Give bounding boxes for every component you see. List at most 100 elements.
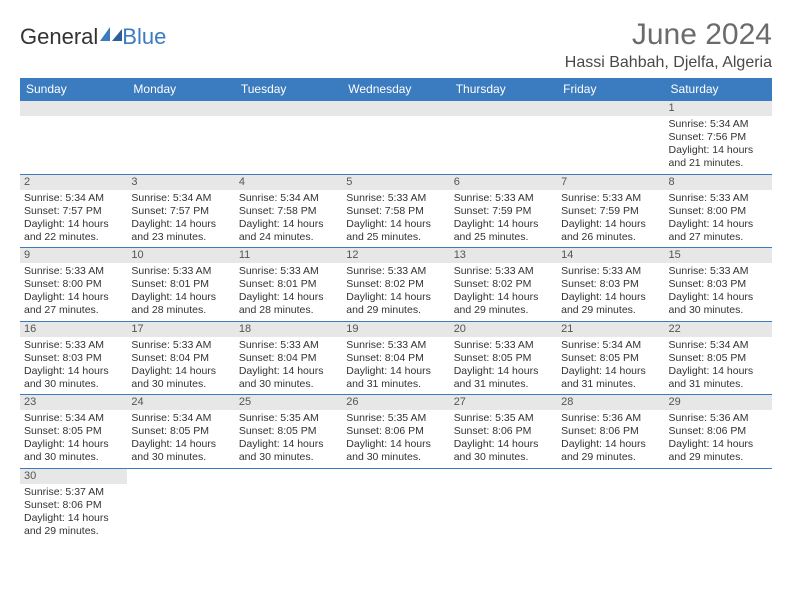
day-number: 13 <box>450 248 557 263</box>
calendar-cell <box>450 101 557 174</box>
sunset-text: Sunset: 8:04 PM <box>131 352 230 365</box>
day-number <box>342 101 449 116</box>
calendar-cell <box>235 101 342 174</box>
daylight1-text: Daylight: 14 hours <box>131 291 230 304</box>
daylight1-text: Daylight: 14 hours <box>131 438 230 451</box>
sunset-text: Sunset: 8:00 PM <box>669 205 768 218</box>
cell-body: Sunrise: 5:34 AMSunset: 8:05 PMDaylight:… <box>557 337 664 395</box>
daylight1-text: Daylight: 14 hours <box>239 291 338 304</box>
daylight2-text: and 30 minutes. <box>454 451 553 464</box>
daylight1-text: Daylight: 14 hours <box>24 512 123 525</box>
calendar-week: 9Sunrise: 5:33 AMSunset: 8:00 PMDaylight… <box>20 248 772 322</box>
weekday-sunday: Sunday <box>20 78 127 101</box>
cell-body: Sunrise: 5:35 AMSunset: 8:06 PMDaylight:… <box>342 410 449 468</box>
calendar-cell: 20Sunrise: 5:33 AMSunset: 8:05 PMDayligh… <box>450 322 557 395</box>
sunrise-text: Sunrise: 5:33 AM <box>346 192 445 205</box>
cell-body <box>235 116 342 171</box>
day-number: 10 <box>127 248 234 263</box>
month-title: June 2024 <box>565 18 772 52</box>
calendar-cell: 12Sunrise: 5:33 AMSunset: 8:02 PMDayligh… <box>342 248 449 321</box>
sunset-text: Sunset: 8:04 PM <box>346 352 445 365</box>
calendar-cell: 1Sunrise: 5:34 AMSunset: 7:56 PMDaylight… <box>665 101 772 174</box>
weekday-monday: Monday <box>127 78 234 101</box>
daylight2-text: and 22 minutes. <box>24 231 123 244</box>
sail-icon <box>100 27 122 41</box>
calendar-cell: 5Sunrise: 5:33 AMSunset: 7:58 PMDaylight… <box>342 175 449 248</box>
day-number: 19 <box>342 322 449 337</box>
daylight2-text: and 26 minutes. <box>561 231 660 244</box>
cell-body <box>665 484 772 539</box>
weekday-tuesday: Tuesday <box>235 78 342 101</box>
daylight1-text: Daylight: 14 hours <box>669 438 768 451</box>
calendar: Sunday Monday Tuesday Wednesday Thursday… <box>20 78 772 541</box>
calendar-cell: 30Sunrise: 5:37 AMSunset: 8:06 PMDayligh… <box>20 469 127 542</box>
cell-body <box>450 484 557 539</box>
daylight2-text: and 25 minutes. <box>346 231 445 244</box>
cell-body: Sunrise: 5:33 AMSunset: 8:02 PMDaylight:… <box>450 263 557 321</box>
sunset-text: Sunset: 7:58 PM <box>346 205 445 218</box>
daylight2-text: and 29 minutes. <box>669 451 768 464</box>
daylight2-text: and 31 minutes. <box>561 378 660 391</box>
sunrise-text: Sunrise: 5:34 AM <box>24 192 123 205</box>
calendar-cell <box>342 469 449 542</box>
daylight1-text: Daylight: 14 hours <box>669 144 768 157</box>
day-number <box>450 101 557 116</box>
title-block: June 2024 Hassi Bahbah, Djelfa, Algeria <box>565 18 772 72</box>
daylight1-text: Daylight: 14 hours <box>454 365 553 378</box>
weekday-thursday: Thursday <box>450 78 557 101</box>
cell-body: Sunrise: 5:33 AMSunset: 8:00 PMDaylight:… <box>665 190 772 248</box>
sunset-text: Sunset: 8:04 PM <box>239 352 338 365</box>
cell-body: Sunrise: 5:34 AMSunset: 8:05 PMDaylight:… <box>665 337 772 395</box>
day-number: 6 <box>450 175 557 190</box>
day-number <box>557 101 664 116</box>
day-number: 23 <box>20 395 127 410</box>
daylight1-text: Daylight: 14 hours <box>669 218 768 231</box>
cell-body <box>557 484 664 539</box>
calendar-cell: 15Sunrise: 5:33 AMSunset: 8:03 PMDayligh… <box>665 248 772 321</box>
day-number <box>235 101 342 116</box>
sunset-text: Sunset: 7:59 PM <box>454 205 553 218</box>
cell-body <box>342 484 449 539</box>
sunrise-text: Sunrise: 5:35 AM <box>346 412 445 425</box>
cell-body: Sunrise: 5:34 AMSunset: 7:57 PMDaylight:… <box>20 190 127 248</box>
calendar-cell: 13Sunrise: 5:33 AMSunset: 8:02 PMDayligh… <box>450 248 557 321</box>
sunset-text: Sunset: 8:01 PM <box>239 278 338 291</box>
daylight2-text: and 27 minutes. <box>669 231 768 244</box>
daylight2-text: and 25 minutes. <box>454 231 553 244</box>
sunset-text: Sunset: 8:06 PM <box>454 425 553 438</box>
day-number: 18 <box>235 322 342 337</box>
cell-body: Sunrise: 5:33 AMSunset: 8:04 PMDaylight:… <box>127 337 234 395</box>
sunset-text: Sunset: 8:03 PM <box>24 352 123 365</box>
daylight2-text: and 30 minutes. <box>24 378 123 391</box>
sunset-text: Sunset: 8:05 PM <box>24 425 123 438</box>
sunset-text: Sunset: 8:06 PM <box>561 425 660 438</box>
sunset-text: Sunset: 8:00 PM <box>24 278 123 291</box>
sunset-text: Sunset: 8:05 PM <box>561 352 660 365</box>
daylight1-text: Daylight: 14 hours <box>454 438 553 451</box>
day-number: 3 <box>127 175 234 190</box>
daylight2-text: and 29 minutes. <box>561 451 660 464</box>
calendar-cell: 8Sunrise: 5:33 AMSunset: 8:00 PMDaylight… <box>665 175 772 248</box>
sunrise-text: Sunrise: 5:33 AM <box>24 339 123 352</box>
calendar-cell: 14Sunrise: 5:33 AMSunset: 8:03 PMDayligh… <box>557 248 664 321</box>
cell-body: Sunrise: 5:33 AMSunset: 8:05 PMDaylight:… <box>450 337 557 395</box>
cell-body: Sunrise: 5:33 AMSunset: 8:00 PMDaylight:… <box>20 263 127 321</box>
location-label: Hassi Bahbah, Djelfa, Algeria <box>565 54 772 72</box>
sunrise-text: Sunrise: 5:34 AM <box>561 339 660 352</box>
sunset-text: Sunset: 8:03 PM <box>561 278 660 291</box>
calendar-cell: 10Sunrise: 5:33 AMSunset: 8:01 PMDayligh… <box>127 248 234 321</box>
calendar-cell: 21Sunrise: 5:34 AMSunset: 8:05 PMDayligh… <box>557 322 664 395</box>
cell-body: Sunrise: 5:34 AMSunset: 7:58 PMDaylight:… <box>235 190 342 248</box>
daylight1-text: Daylight: 14 hours <box>346 291 445 304</box>
cell-body: Sunrise: 5:34 AMSunset: 7:56 PMDaylight:… <box>665 116 772 174</box>
daylight1-text: Daylight: 14 hours <box>131 218 230 231</box>
sunset-text: Sunset: 8:05 PM <box>669 352 768 365</box>
day-number: 8 <box>665 175 772 190</box>
day-number: 26 <box>342 395 449 410</box>
sunrise-text: Sunrise: 5:33 AM <box>561 265 660 278</box>
sunrise-text: Sunrise: 5:34 AM <box>131 412 230 425</box>
daylight2-text: and 28 minutes. <box>131 304 230 317</box>
calendar-cell: 6Sunrise: 5:33 AMSunset: 7:59 PMDaylight… <box>450 175 557 248</box>
cell-body <box>450 116 557 171</box>
sunset-text: Sunset: 8:06 PM <box>669 425 768 438</box>
